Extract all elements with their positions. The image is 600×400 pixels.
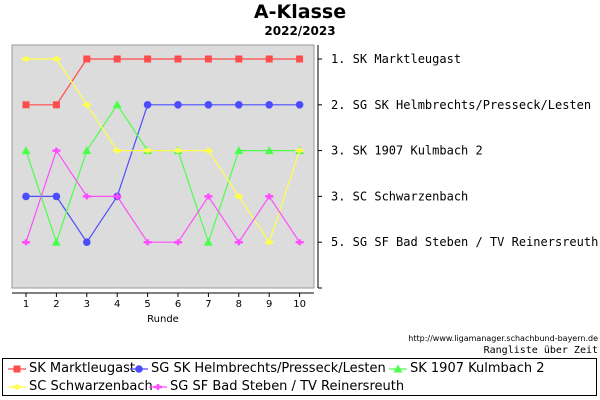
series-1-point (113, 55, 121, 63)
series-2-point (83, 238, 91, 246)
legend-marker-icon (130, 365, 148, 373)
series-1-point (204, 55, 212, 63)
x-tick-label: 10 (293, 299, 306, 310)
series-3-point (203, 237, 213, 246)
series-2-point (143, 101, 152, 109)
rank-label: 3. SK 1907 Kulmbach 2 (331, 144, 483, 158)
x-tick-label: 7 (205, 299, 211, 310)
series-3-point (82, 146, 92, 155)
legend-label: SK 1907 Kulmbach 2 (410, 361, 545, 376)
series-2-point (235, 101, 243, 109)
series-1-point (174, 55, 182, 63)
x-tick-label: 5 (144, 299, 150, 310)
series-5-point (22, 239, 30, 246)
series-5-point (143, 239, 152, 246)
series-2-point (174, 101, 182, 109)
source-url: http://www.ligamanager.schachbund-bayern… (408, 334, 598, 343)
plot-area (11, 44, 315, 289)
series-2-point (52, 192, 61, 201)
legend-label: SC Schwarzenbach (29, 379, 153, 394)
series-4-point (264, 239, 275, 246)
series-4-point (294, 147, 305, 154)
series-2-point (265, 101, 274, 109)
legend-label: SK Marktleugast (29, 361, 135, 376)
series-2-point (204, 101, 213, 109)
legend-marker-icon (389, 364, 407, 373)
series-3-point (112, 100, 122, 109)
series-1-point (235, 55, 243, 63)
series-5-point (113, 193, 122, 200)
series-4-point (51, 56, 62, 62)
series-4-point (203, 147, 214, 154)
series-4-point (142, 147, 153, 154)
series-4-point (233, 193, 244, 200)
rank-label: 3. SC Schwarzenbach (331, 189, 468, 203)
series-5-point (295, 239, 304, 246)
x-tick-label: 4 (114, 299, 120, 310)
rank-label: 1. SK Marktleugast (331, 52, 461, 66)
x-tick-label: 2 (53, 299, 59, 310)
series-3-point (21, 146, 31, 155)
series-5-point (174, 239, 182, 246)
x-tick-label: 3 (84, 299, 90, 310)
legend-label: SG SF Bad Steben / TV Reinersreuth (170, 379, 405, 394)
series-4-point (81, 101, 92, 108)
rank-label: 2. SG SK Helmbrechts/Presseck/Lesten (331, 98, 591, 112)
series-5-point (204, 193, 213, 200)
series-2-point (295, 101, 304, 109)
legend-marker-icon (8, 365, 26, 373)
series-1-point (83, 55, 91, 63)
chart-subtitle: 2022/2023 (264, 24, 336, 38)
series-2-point (22, 192, 30, 201)
x-axis-label: Runde (147, 314, 179, 325)
series-1-point (52, 101, 60, 109)
series-1-point (296, 55, 304, 63)
x-tick-label: 9 (266, 299, 272, 310)
chart-legend: SK Marktleugast SG SK Helmbrechts/Pressec… (2, 358, 597, 396)
series-1-point (265, 55, 273, 63)
series-4-point (21, 56, 31, 62)
series-1-point (22, 101, 30, 109)
x-tick-label: 6 (175, 299, 181, 310)
series-5-point (234, 239, 243, 246)
series-5-point (265, 193, 274, 200)
series-3-point (234, 146, 244, 155)
chart-caption: Rangliste über Zeit (483, 345, 598, 356)
x-tick-label: 8 (236, 299, 242, 310)
series-3-point (264, 146, 274, 155)
series-5-point (52, 147, 61, 154)
legend-label: SG SK Helmbrechts/Presseck/Lesten (151, 361, 386, 376)
series-3-point (51, 237, 61, 246)
series-line-2 (26, 104, 300, 244)
series-4-point (173, 147, 183, 154)
series-1-point (144, 55, 152, 63)
x-tick-label: 1 (23, 299, 29, 310)
legend-marker-icon (8, 384, 26, 390)
legend-marker-icon (149, 384, 167, 390)
series-line-5 (25, 149, 301, 244)
chart-title: A-Klasse (253, 1, 347, 23)
series-5-point (82, 193, 91, 200)
series-4-point (112, 147, 123, 154)
rank-label: 5. SG SF Bad Steben / TV Reinersreuth (331, 235, 598, 249)
